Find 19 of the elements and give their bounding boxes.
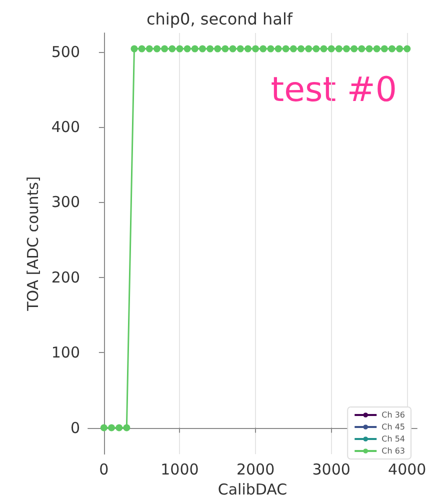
x-tick-label: 4000 [388, 460, 426, 479]
legend-label: Ch 63 [382, 446, 406, 456]
x-tick-label: 1000 [160, 460, 199, 479]
legend-label: Ch 54 [382, 434, 406, 444]
y-tick-label: 200 [51, 268, 80, 286]
x-axis-title: CalibDAC [218, 480, 288, 498]
y-axis-title: TOA [ADC counts] [24, 176, 42, 312]
chart-title: chip0, second half [146, 10, 293, 28]
y-tick-label: 100 [51, 344, 80, 362]
x-tick-label: 2000 [236, 460, 275, 479]
x-tick-label: 3000 [312, 460, 350, 479]
y-tick-label: 0 [70, 418, 80, 437]
legend-label: Ch 45 [382, 422, 406, 432]
y-tick-label: 500 [51, 42, 80, 61]
legend-label: Ch 36 [382, 410, 406, 420]
annotation: test #0 [270, 70, 398, 110]
y-tick-label: 300 [51, 193, 80, 212]
y-tick-label: 400 [51, 118, 80, 136]
x-tick-label: 0 [99, 460, 109, 479]
